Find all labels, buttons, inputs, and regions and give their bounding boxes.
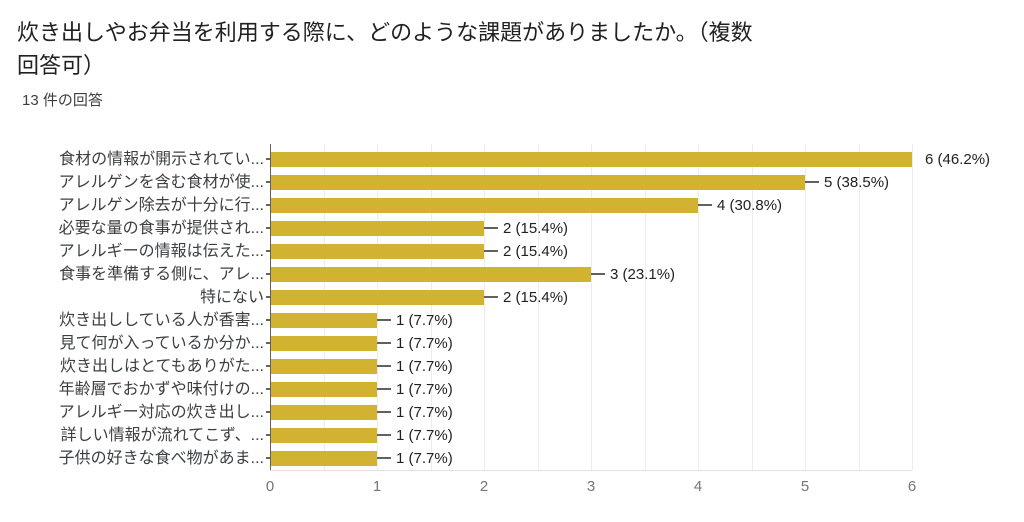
bar xyxy=(271,290,484,305)
category-label: アレルギー対応の炊き出し... xyxy=(58,404,264,421)
category-label: 子供の好きな食べ物があま... xyxy=(58,450,264,467)
bar xyxy=(271,221,484,236)
bar xyxy=(271,152,912,167)
x-tick-label: 1 xyxy=(372,478,382,495)
response-count: 13 件の回答 xyxy=(22,92,103,109)
category-axis-tick xyxy=(266,457,270,459)
category-axis-tick xyxy=(266,227,270,229)
value-callout-line xyxy=(377,411,391,413)
value-label: 1 (7.7%) xyxy=(396,450,453,467)
value-label: 4 (30.8%) xyxy=(717,197,783,214)
value-callout-line xyxy=(805,181,819,183)
gridline xyxy=(537,144,539,470)
value-callout-line xyxy=(377,457,391,459)
category-label: 見て何が入っているか分か... xyxy=(59,335,264,352)
category-axis-tick xyxy=(266,250,270,252)
value-label: 2 (15.4%) xyxy=(503,220,569,237)
gridline xyxy=(323,144,325,470)
category-axis-tick xyxy=(266,342,270,344)
value-callout-line xyxy=(377,434,391,436)
value-label: 1 (7.7%) xyxy=(396,404,453,421)
value-label: 1 (7.7%) xyxy=(396,427,453,444)
value-label: 5 (38.5%) xyxy=(824,174,890,191)
bar xyxy=(271,405,377,420)
value-label: 1 (7.7%) xyxy=(396,381,453,398)
x-tick-label: 6 xyxy=(907,478,917,495)
category-axis-tick xyxy=(266,388,270,390)
question-title: 炊き出しやお弁当を利用する際に、どのような課題がありましたか。（複数 回答可） xyxy=(17,16,817,82)
value-label: 1 (7.7%) xyxy=(396,312,453,329)
value-callout-line xyxy=(484,250,498,252)
x-tick-label: 2 xyxy=(479,478,489,495)
x-tick-label: 4 xyxy=(693,478,703,495)
category-axis-tick xyxy=(266,273,270,275)
value-label: 1 (7.7%) xyxy=(396,335,453,352)
category-axis-tick xyxy=(266,181,270,183)
category-label: アレルゲンを含む食材が使... xyxy=(58,174,264,191)
category-label: 必要な量の食事が提供され... xyxy=(58,220,264,237)
category-label: 食材の情報が開示されてい... xyxy=(59,151,264,168)
category-axis-tick xyxy=(266,319,270,321)
value-callout-line xyxy=(377,342,391,344)
category-axis-tick xyxy=(266,296,270,298)
category-label: 炊き出しはとてもありがた... xyxy=(59,358,264,375)
category-axis-tick xyxy=(266,434,270,436)
category-axis-tick xyxy=(266,204,270,206)
bar xyxy=(271,198,698,213)
value-label: 6 (46.2%) xyxy=(925,151,991,168)
value-callout-line xyxy=(591,273,605,275)
x-tick-label: 3 xyxy=(586,478,596,495)
bar xyxy=(271,336,377,351)
question-title-line2: 回答可） xyxy=(17,53,106,78)
bar xyxy=(271,428,377,443)
gridline xyxy=(698,144,699,470)
gridline xyxy=(751,144,753,470)
value-label: 2 (15.4%) xyxy=(503,243,569,260)
category-axis-tick xyxy=(266,411,270,413)
category-label: アレルゲン除去が十分に行... xyxy=(58,197,264,214)
category-label: 特にない xyxy=(199,289,264,306)
bar xyxy=(271,382,377,397)
value-callout-line xyxy=(377,388,391,390)
bar xyxy=(271,175,805,190)
category-axis-tick xyxy=(266,365,270,367)
category-label: アレルギーの情報は伝えた... xyxy=(58,243,264,260)
x-tick-label: 0 xyxy=(265,478,275,495)
value-label: 1 (7.7%) xyxy=(396,358,453,375)
value-callout-line xyxy=(377,319,391,321)
gridline xyxy=(858,144,860,470)
category-label: 詳しい情報が流れてこず、... xyxy=(60,427,264,444)
value-callout-line xyxy=(377,365,391,367)
bar xyxy=(271,267,591,282)
value-label: 2 (15.4%) xyxy=(503,289,569,306)
y-axis-line xyxy=(270,144,271,470)
category-axis-tick xyxy=(266,158,270,160)
bar xyxy=(271,359,377,374)
question-title-line1: 炊き出しやお弁当を利用する際に、どのような課題がありましたか。（複数 xyxy=(17,20,753,45)
gridline xyxy=(805,144,806,470)
gridline xyxy=(644,144,646,470)
category-label: 食事を準備する側に、アレ... xyxy=(59,266,264,283)
x-tick-label: 5 xyxy=(800,478,810,495)
gridline xyxy=(912,144,913,470)
bar xyxy=(271,313,377,328)
value-callout-line xyxy=(484,296,498,298)
bar xyxy=(271,244,484,259)
category-label: 年齢層でおかずや味付けの... xyxy=(58,381,264,398)
bar xyxy=(271,451,377,466)
value-callout-line xyxy=(698,204,712,206)
gridline xyxy=(430,144,432,470)
value-callout-line xyxy=(484,227,498,229)
value-label: 3 (23.1%) xyxy=(610,266,676,283)
category-label: 炊き出ししている人が香害... xyxy=(59,312,264,329)
gridline xyxy=(484,144,485,470)
gridline xyxy=(377,144,378,470)
x-axis-baseline xyxy=(270,470,912,471)
gridline xyxy=(591,144,592,470)
